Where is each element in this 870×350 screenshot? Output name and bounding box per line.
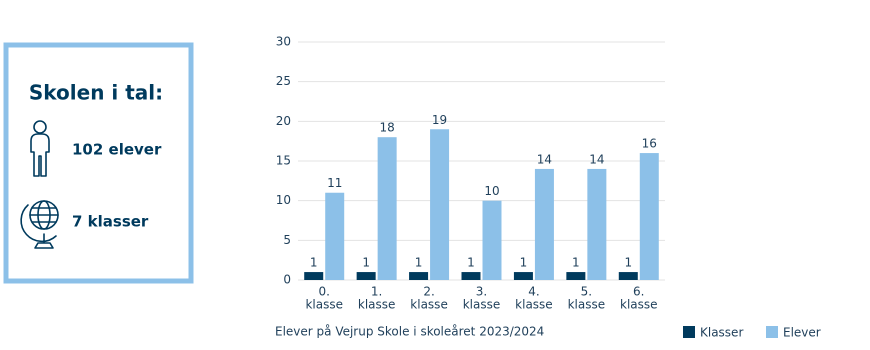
value-label: 14 — [537, 152, 552, 166]
value-label: 11 — [327, 176, 342, 190]
x-tick-label: klasse — [620, 298, 658, 312]
bar — [409, 272, 429, 280]
x-tick-label: klasse — [410, 298, 448, 312]
value-label: 1 — [310, 256, 318, 270]
y-tick-label: 10 — [276, 193, 291, 207]
y-tick-label: 0 — [283, 273, 291, 287]
chart-caption: Elever på Vejrup Skole i skoleåret 2023/… — [275, 325, 544, 339]
bar — [304, 272, 324, 280]
y-tick-label: 20 — [276, 114, 291, 128]
x-tick-label: 1. — [371, 285, 382, 299]
bar — [461, 272, 481, 280]
globe-icon — [20, 200, 59, 249]
legend-label: Elever — [783, 326, 821, 340]
y-tick-label: 5 — [283, 233, 291, 247]
legend-label: Klasser — [700, 326, 743, 340]
value-label: 16 — [642, 137, 657, 151]
info-item: 102 elever — [72, 141, 162, 159]
info-box — [3, 42, 194, 284]
bar — [482, 200, 502, 280]
legend-swatch — [766, 326, 778, 338]
value-label: 18 — [380, 121, 395, 135]
y-tick-label: 15 — [276, 154, 291, 168]
y-tick-label: 30 — [276, 35, 291, 49]
bar — [534, 168, 554, 280]
x-tick-label: 6. — [633, 285, 644, 299]
bar — [618, 272, 638, 280]
x-tick-label: klasse — [568, 298, 606, 312]
bar — [566, 272, 586, 280]
bar — [430, 129, 450, 280]
info-item: 7 klasser — [72, 213, 149, 231]
value-label: 1 — [624, 256, 632, 270]
value-label: 10 — [484, 184, 499, 198]
x-tick-label: klasse — [305, 298, 343, 312]
bar — [639, 153, 659, 280]
x-tick-label: 4. — [528, 285, 539, 299]
value-label: 1 — [415, 256, 423, 270]
x-tick-label: klasse — [463, 298, 501, 312]
value-label: 14 — [589, 152, 604, 166]
value-label: 19 — [432, 113, 447, 127]
bar — [587, 168, 607, 280]
legend-swatch — [683, 326, 695, 338]
person-icon — [30, 120, 50, 177]
y-tick-label: 25 — [276, 74, 291, 88]
value-label: 1 — [572, 256, 580, 270]
bar — [356, 272, 376, 280]
x-tick-label: klasse — [358, 298, 396, 312]
bar — [377, 137, 397, 280]
x-tick-label: 0. — [318, 285, 329, 299]
x-tick-label: 2. — [423, 285, 434, 299]
x-tick-label: 3. — [476, 285, 487, 299]
value-label: 1 — [467, 256, 475, 270]
x-tick-label: 5. — [581, 285, 592, 299]
bar — [513, 272, 533, 280]
x-tick-label: klasse — [515, 298, 553, 312]
value-label: 1 — [362, 256, 370, 270]
value-label: 1 — [520, 256, 528, 270]
info-title: Skolen i tal: — [29, 81, 163, 105]
bar — [325, 192, 345, 280]
